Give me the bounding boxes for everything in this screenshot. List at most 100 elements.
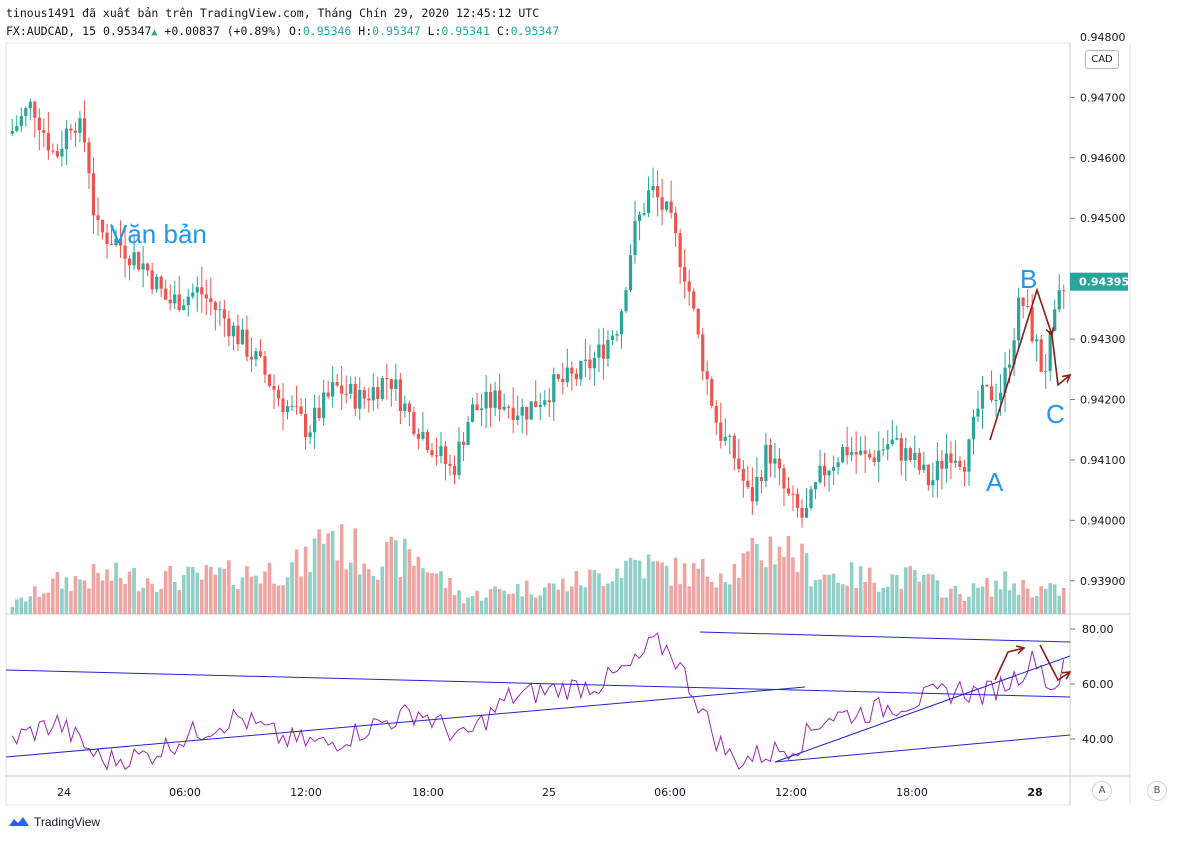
price-axis: 0.94700 0.94600 0.94500 0.94300 0.94200 0.941… <box>1070 31 1129 588</box>
candle-body <box>69 128 73 131</box>
candle-body <box>73 130 78 133</box>
rsi-trendline[interactable] <box>5 686 806 758</box>
volume-bar <box>800 543 804 614</box>
candle-body <box>913 452 917 461</box>
wave-label-b[interactable]: B <box>1020 264 1037 294</box>
volume-bar <box>764 567 768 614</box>
candle-body <box>863 450 867 454</box>
candle-body <box>773 458 777 464</box>
candle-body <box>750 487 754 502</box>
volume-bar <box>931 574 935 614</box>
candle-body <box>543 400 547 405</box>
wave-label-a[interactable]: A <box>986 467 1004 497</box>
volume-bar <box>14 599 19 614</box>
volume-bar <box>64 577 69 614</box>
volume-bar <box>556 589 561 614</box>
candle-body <box>1035 339 1039 342</box>
volume-bar <box>33 586 37 614</box>
candle-body <box>1017 297 1021 341</box>
rsi-trendline[interactable] <box>774 655 1071 763</box>
brand-logo[interactable]: TradingView <box>8 815 100 829</box>
candle-body <box>452 465 457 476</box>
candle-body <box>714 405 718 423</box>
candle-body <box>633 221 637 256</box>
rsi-trendline[interactable] <box>5 669 1071 698</box>
wave-bc-arrow-head <box>1061 373 1072 383</box>
candle-body <box>367 398 371 401</box>
wave-ab-arrow[interactable] <box>989 287 1053 441</box>
candle-body <box>484 391 488 409</box>
candle-body <box>615 334 619 336</box>
volume-bar <box>371 575 376 614</box>
volume-bar <box>380 566 385 614</box>
candle-body <box>831 466 836 471</box>
candle-body <box>859 450 863 455</box>
volume-bar <box>976 587 980 614</box>
auto-scale-button[interactable]: A <box>1092 781 1112 801</box>
candle-body <box>222 309 226 319</box>
volume-bar <box>118 577 123 614</box>
volume-bar <box>646 554 651 614</box>
candle-body <box>430 450 434 456</box>
volume-bar <box>294 549 299 614</box>
volume-bar <box>737 577 741 614</box>
volume-bar <box>348 562 353 614</box>
volume-bar <box>321 543 326 614</box>
volume-bar <box>565 591 570 614</box>
rsi-trendline[interactable] <box>699 631 1071 643</box>
rsi-trendline[interactable] <box>774 734 1071 763</box>
volume-bar <box>82 580 87 614</box>
wave-bc-arrow[interactable] <box>1051 334 1071 387</box>
volume-bar <box>213 574 218 614</box>
rsi-up-arrow[interactable] <box>994 647 1025 681</box>
volume-bar <box>768 536 773 614</box>
time-tick-label: 25 <box>542 786 556 799</box>
candle-body <box>150 270 154 290</box>
volume-bar <box>940 597 944 614</box>
candle-body <box>24 108 28 117</box>
volume-bar <box>145 578 150 614</box>
candle-body <box>619 311 624 335</box>
candle-body <box>407 403 411 413</box>
volume-bar <box>366 569 371 614</box>
open-label: O: <box>289 24 303 38</box>
volume-bar <box>903 567 908 614</box>
volume-bar <box>989 596 994 614</box>
candle-body <box>507 406 511 408</box>
candle-body <box>245 329 249 357</box>
time-tick-label: 28 <box>1027 786 1042 799</box>
candle-body <box>218 309 222 311</box>
volume-bar <box>285 577 290 614</box>
volume-bar <box>588 569 592 614</box>
volume-bar <box>276 585 281 614</box>
text-annotation[interactable]: Văn bản <box>110 219 207 249</box>
candle-body <box>353 383 357 409</box>
currency-badge[interactable]: CAD <box>1085 50 1119 69</box>
scale-b-button[interactable]: B <box>1147 781 1167 801</box>
high-value: 0.95347 <box>372 24 421 38</box>
candle-body <box>281 398 285 413</box>
volume-bar <box>163 570 168 614</box>
candle-body <box>520 406 524 416</box>
candle-body <box>475 404 479 411</box>
candle-body <box>114 238 118 246</box>
volume-bar <box>46 592 51 614</box>
candle-body <box>403 403 407 412</box>
volume-bar <box>497 588 502 614</box>
volume-bar <box>141 587 145 614</box>
price-tick-label: 0.94600 <box>1080 152 1126 165</box>
volume-bar <box>524 580 529 614</box>
candle-body <box>665 201 669 210</box>
volume-bar <box>448 577 452 614</box>
volume-bar <box>335 560 339 614</box>
rsi-down-arrow-head <box>1061 671 1072 680</box>
close-value: 0.95347 <box>510 24 560 38</box>
volume-bar <box>1039 586 1043 614</box>
wave-label-c[interactable]: C <box>1046 399 1065 429</box>
last-price: 0.95347 <box>102 24 152 38</box>
candle-body <box>962 467 967 472</box>
volume-bar <box>597 573 601 614</box>
rsi-down-arrow[interactable] <box>1039 644 1071 682</box>
volume-bar <box>78 579 82 614</box>
